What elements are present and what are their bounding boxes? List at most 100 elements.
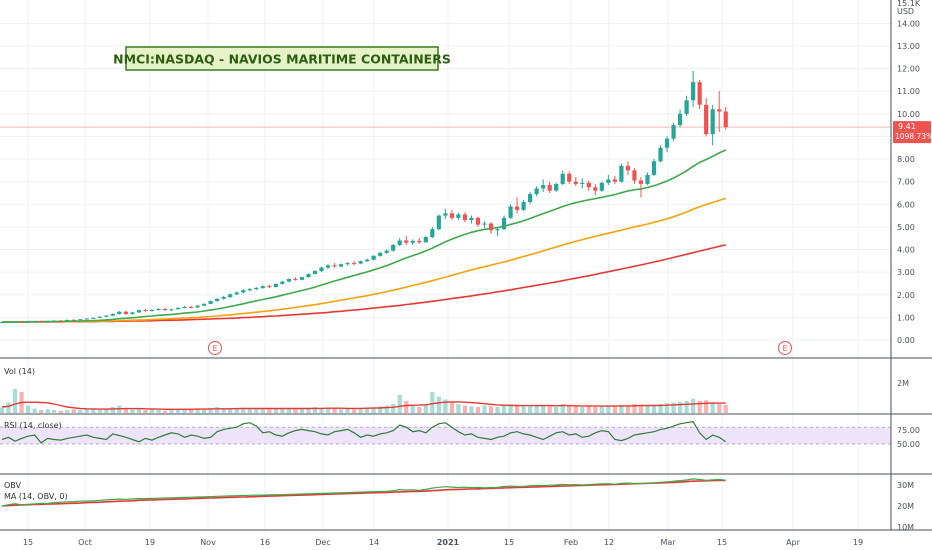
candle-body[interactable] [280,281,285,284]
candle-body[interactable] [52,320,57,322]
candle-body[interactable] [0,322,5,324]
candle-body[interactable] [143,310,148,312]
candle-body[interactable] [378,252,383,256]
candle-body[interactable] [456,214,461,218]
candle-body[interactable] [645,174,650,184]
candle-body[interactable] [175,307,181,310]
candle-body[interactable] [423,237,428,243]
candle-body[interactable] [104,315,109,317]
candle-body[interactable] [97,316,102,318]
candle-body[interactable] [567,173,572,182]
candle-body[interactable] [306,273,311,278]
candle-body[interactable] [299,277,305,280]
candle-body[interactable] [514,206,520,210]
candle-body[interactable] [267,286,272,288]
candles[interactable] [0,70,728,324]
candle-body[interactable] [710,109,715,135]
earnings-marker[interactable]: E [778,341,792,355]
candle-body[interactable] [195,305,200,308]
candle-body[interactable] [697,82,702,105]
candle-body[interactable] [560,173,565,184]
candle-body[interactable] [71,319,76,321]
candle-body[interactable] [45,321,50,323]
candle-body[interactable] [462,214,468,221]
candle-body[interactable] [32,320,37,322]
candle-body[interactable] [156,309,161,311]
candle-body[interactable] [554,183,559,191]
candle-body[interactable] [436,215,441,230]
candle-body[interactable] [541,185,546,189]
candle-body[interactable] [534,188,539,195]
candle-body[interactable] [684,100,689,114]
candle-body[interactable] [586,182,591,188]
candle-body[interactable] [723,111,728,128]
candle-body[interactable] [404,240,409,243]
candle-body[interactable] [345,263,350,265]
candle-body[interactable] [384,250,389,253]
candle-body[interactable] [169,309,174,311]
candle-body[interactable] [521,202,526,210]
candle-body[interactable] [312,271,318,274]
candle-body[interactable] [619,165,624,182]
candle-body[interactable] [704,104,709,135]
candle-body[interactable] [12,321,18,323]
candle-body[interactable] [365,259,370,262]
candle-body[interactable] [136,310,142,313]
candle-body[interactable] [475,217,481,225]
candle-body[interactable] [606,179,611,183]
candle-body[interactable] [338,264,344,267]
candle-body[interactable] [241,290,246,293]
candle-body[interactable] [482,223,487,225]
candle-body[interactable] [430,229,435,238]
candle-body[interactable] [469,217,474,221]
candle-body[interactable] [443,213,448,216]
candle-body[interactable] [528,194,533,203]
candle-body[interactable] [612,179,617,182]
candle-body[interactable] [547,185,552,191]
candle-body[interactable] [123,311,128,314]
candle-body[interactable] [691,82,696,101]
candle-body[interactable] [332,265,337,267]
candle-body[interactable] [260,286,265,288]
candle-body[interactable] [130,312,135,314]
candle-body[interactable] [78,319,83,321]
candle-body[interactable] [58,320,63,322]
candle-body[interactable] [325,265,331,268]
candle-body[interactable] [286,278,291,282]
candle-body[interactable] [202,303,207,306]
candle-body[interactable] [580,182,585,184]
candle-body[interactable] [351,263,357,265]
earnings-marker[interactable]: E [208,341,222,355]
candle-body[interactable] [273,283,278,288]
candle-body[interactable] [39,320,44,322]
earnings-markers[interactable]: E E [208,341,792,355]
candle-body[interactable] [228,294,233,298]
candle-body[interactable] [488,223,494,231]
candle-body[interactable] [162,309,168,311]
candle-body[interactable] [149,309,155,312]
candle-body[interactable] [254,287,259,290]
candle-body[interactable] [293,278,298,280]
candle-body[interactable] [664,138,670,148]
candle-body[interactable] [397,240,402,245]
candle-body[interactable] [215,298,220,302]
candle-body[interactable] [410,240,415,243]
candle-body[interactable] [6,321,11,323]
candle-body[interactable] [221,297,226,299]
candle-body[interactable] [573,181,578,184]
candle-body[interactable] [417,240,422,243]
candle-body[interactable] [391,244,396,251]
candle-body[interactable] [495,229,500,231]
candle-body[interactable] [65,319,70,321]
candle-body[interactable] [247,289,252,291]
candle-body[interactable] [84,318,89,320]
candle-body[interactable] [25,321,31,323]
candle-body[interactable] [625,165,631,171]
candle-body[interactable] [677,113,683,126]
candle-body[interactable] [449,213,454,218]
candle-body[interactable] [671,125,676,139]
candle-body[interactable] [593,187,598,191]
candle-body[interactable] [717,109,722,112]
candle-body[interactable] [651,161,657,175]
